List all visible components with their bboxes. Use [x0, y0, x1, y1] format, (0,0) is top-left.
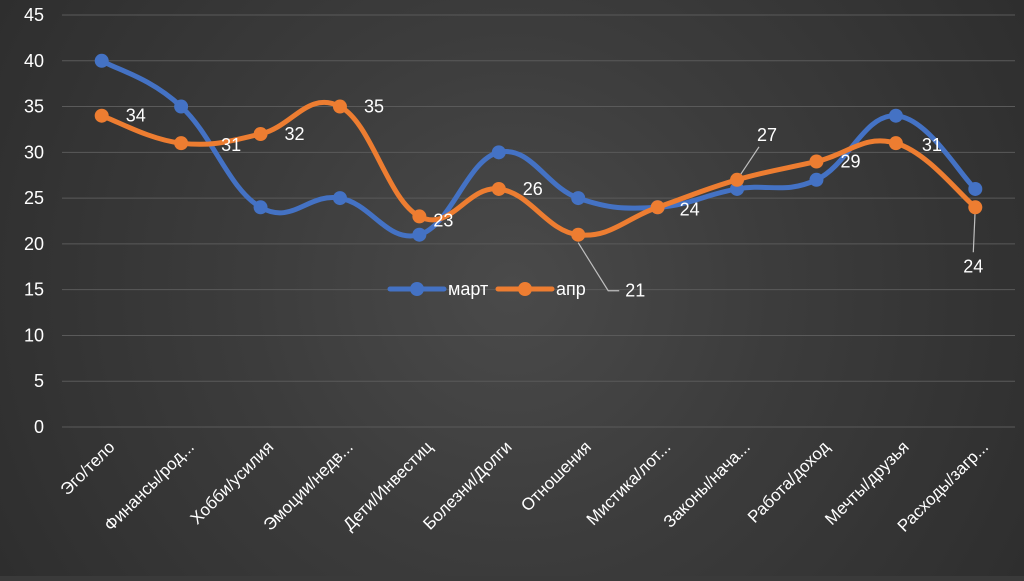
data-point-апр	[412, 209, 427, 224]
data-point-март	[412, 227, 427, 242]
x-tick-label: Работа/доход	[744, 437, 833, 526]
data-label: 34	[126, 106, 146, 126]
x-tick-label: Мечты/друзья	[821, 437, 912, 528]
data-point-март	[491, 145, 506, 160]
y-tick-label: 40	[24, 51, 44, 71]
data-point-март	[253, 200, 268, 215]
data-point-март	[174, 99, 189, 114]
series-line-март	[99, 58, 978, 239]
x-tick-label: Эго/тело	[57, 437, 119, 499]
legend-marker	[518, 282, 532, 296]
x-tick-label: Хобби/усилия	[187, 437, 278, 528]
data-point-апр	[253, 127, 268, 142]
data-point-апр	[730, 172, 745, 187]
label-leader-line	[577, 242, 620, 292]
data-point-март	[94, 53, 109, 68]
data-point-апр	[968, 200, 983, 215]
data-labels: 34 31 32 35 23 26 21 24 27 29 31 24	[126, 97, 984, 301]
data-label: 26	[523, 179, 543, 199]
data-point-апр	[332, 99, 347, 114]
y-tick-label: 20	[24, 234, 44, 254]
y-tick-label: 15	[24, 280, 44, 300]
series-апр	[94, 99, 983, 242]
gridlines	[62, 14, 1015, 428]
data-point-апр	[809, 154, 824, 169]
data-label: 24	[680, 199, 700, 219]
data-label: 35	[364, 97, 384, 117]
y-tick-label: 5	[34, 371, 44, 391]
y-tick-label: 0	[34, 417, 44, 437]
legend: март апр	[387, 279, 586, 299]
x-tick-label: Законы/нача...	[660, 437, 754, 531]
data-label: 21	[625, 281, 645, 301]
data-label: 32	[285, 124, 305, 144]
data-point-апр	[650, 200, 665, 215]
x-tick-label: Мистика/лот...	[583, 437, 675, 529]
x-tick-label: Отношения	[517, 437, 595, 515]
legend-label: март	[448, 279, 488, 299]
data-label: 27	[757, 125, 777, 145]
data-point-март	[888, 108, 903, 123]
data-point-март	[968, 181, 983, 196]
series-lines	[94, 53, 983, 242]
data-label: 23	[433, 210, 453, 230]
y-tick-label: 25	[24, 188, 44, 208]
data-label: 31	[922, 135, 942, 155]
y-tick-label: 45	[24, 5, 44, 25]
data-label: 24	[963, 256, 983, 276]
y-tick-label: 35	[24, 97, 44, 117]
data-point-апр	[571, 227, 586, 242]
data-point-апр	[174, 136, 189, 151]
data-point-март	[571, 191, 586, 206]
label-leader-line	[972, 207, 976, 253]
data-point-апр	[888, 136, 903, 151]
y-axis-ticks: 0 5 10 15 20 25 30 35 40 45	[24, 5, 44, 437]
x-axis-ticks: Эго/телоФинансы/род...Хобби/усилияЭмоции…	[57, 437, 992, 536]
legend-item-апр: апр	[495, 279, 586, 299]
legend-marker	[410, 282, 424, 296]
data-point-апр	[491, 181, 506, 196]
data-point-март	[332, 191, 347, 206]
data-point-апр	[94, 108, 109, 123]
data-label: 31	[221, 135, 241, 155]
y-tick-label: 10	[24, 325, 44, 345]
legend-label: апр	[556, 279, 586, 299]
data-label: 29	[840, 151, 860, 171]
y-tick-label: 30	[24, 142, 44, 162]
data-point-март	[809, 172, 824, 187]
legend-item-март: март	[387, 279, 488, 299]
